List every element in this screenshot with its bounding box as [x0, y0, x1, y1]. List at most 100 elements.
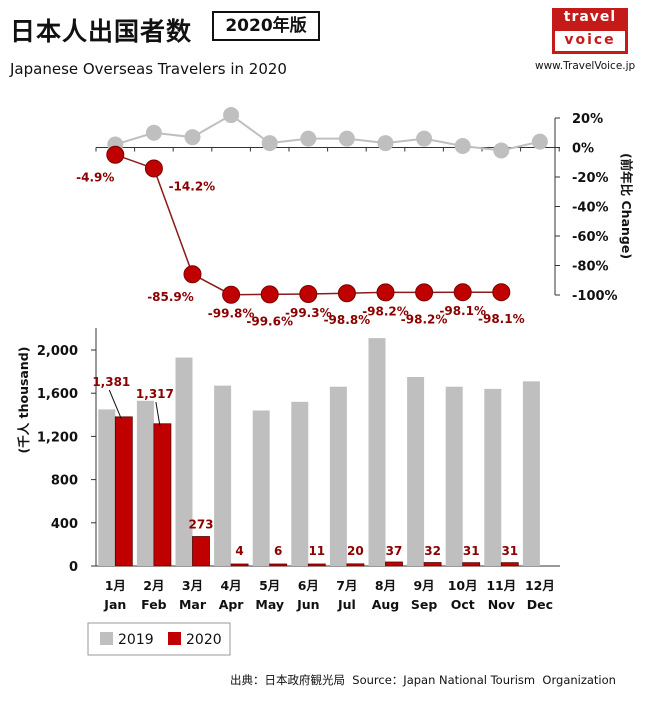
- x-category-jp: 7月: [336, 578, 357, 593]
- marker-2020: [260, 285, 279, 304]
- page-title: 日本人出国者数: [10, 17, 193, 46]
- x-category-jp: 9月: [413, 578, 434, 593]
- line-data-label: -99.6%: [246, 314, 293, 328]
- x-category-en: Mar: [179, 597, 207, 612]
- line-data-label: -14.2%: [169, 179, 216, 193]
- label-leader: [108, 389, 122, 420]
- bar-y-axis-label: (千人 thousand): [16, 347, 31, 454]
- legend-swatch-2019: [100, 632, 113, 645]
- line-data-label: -98.2%: [401, 312, 448, 326]
- legend-box: [87, 622, 231, 656]
- logo-bottom-text: voice: [564, 32, 616, 48]
- marker-2019: [493, 142, 510, 159]
- x-category-en: Apr: [219, 597, 245, 612]
- x-category-jp: 6月: [298, 578, 319, 593]
- line-data-label: -99.3%: [285, 306, 332, 320]
- bar-2019: [136, 400, 154, 566]
- x-category-jp: 4月: [220, 578, 241, 593]
- legend-label-2019: 2019: [118, 632, 154, 648]
- x-category-en: Jul: [337, 597, 356, 612]
- bar-data-label: 11: [308, 544, 325, 558]
- bar-data-label: 37: [386, 544, 403, 558]
- bar-2020: [462, 562, 481, 567]
- site-url[interactable]: www.TravelVoice.jp: [535, 60, 636, 72]
- line-y-tick-label: -60%: [572, 230, 609, 245]
- bar-2020: [346, 563, 365, 567]
- bar-data-label: 31: [463, 544, 480, 558]
- bar-2020: [192, 536, 210, 567]
- bar-y-tick-label: 400: [51, 517, 78, 532]
- year-badge: 2020年版: [212, 11, 320, 41]
- logo-top-text: travel: [563, 9, 617, 25]
- marker-2019: [454, 138, 471, 155]
- bar-2020: [307, 563, 326, 567]
- bar-2020: [385, 561, 403, 567]
- bar-data-label: 4: [235, 544, 243, 558]
- marker-2019: [184, 129, 201, 146]
- marker-2019: [416, 130, 433, 147]
- legend-swatch-2020: [168, 632, 181, 645]
- bar-data-label: 1,381: [92, 375, 130, 389]
- bar-2020: [114, 416, 133, 567]
- bar-2019: [175, 357, 193, 566]
- bar-data-label: 273: [188, 518, 213, 532]
- marker-2020: [376, 283, 395, 302]
- x-category-en: Dec: [527, 597, 553, 612]
- bar-data-label: 20: [347, 544, 364, 558]
- x-category-jp: 11月: [486, 578, 516, 593]
- line-y-tick-label: 20%: [572, 112, 603, 127]
- marker-2019: [531, 133, 548, 150]
- marker-2020: [453, 283, 472, 302]
- line-y-tick-label: -80%: [572, 260, 609, 275]
- bar-2019: [329, 386, 347, 566]
- line-data-label: -98.2%: [362, 304, 409, 318]
- travelvoice-logo[interactable]: travel voice: [552, 8, 628, 54]
- series-2020-line: [115, 154, 502, 296]
- bar-2019: [484, 388, 502, 566]
- x-category-en: Aug: [372, 597, 400, 612]
- bar-data-label: 1,317: [136, 387, 174, 401]
- line-data-label: -98.8%: [324, 313, 371, 327]
- marker-2019: [145, 124, 162, 141]
- line-y-tick-label: 0%: [572, 142, 594, 157]
- label-leader: [155, 401, 161, 426]
- marker-2020: [492, 283, 511, 302]
- x-category-jp: 10月: [448, 578, 478, 593]
- line-y-tick-label: -40%: [572, 201, 609, 216]
- bar-y-tick-label: 1,600: [37, 387, 78, 402]
- x-category-en: May: [255, 597, 284, 612]
- series-2019-line: [115, 113, 541, 152]
- marker-2019: [377, 135, 394, 152]
- line-y-tick-label: -100%: [572, 289, 618, 304]
- x-category-en: Oct: [451, 597, 475, 612]
- x-category-jp: 3月: [182, 578, 203, 593]
- logo-box: voice: [555, 31, 625, 51]
- marker-2020: [106, 145, 125, 164]
- x-category-jp: 12月: [525, 578, 555, 593]
- line-y-axis-label: (前年比 Change): [619, 153, 634, 259]
- marker-2020: [415, 283, 434, 302]
- marker-2020: [337, 284, 356, 303]
- bar-data-label: 32: [424, 544, 441, 558]
- legend-label-2020: 2020: [186, 632, 222, 648]
- bar-2020: [500, 562, 519, 567]
- x-category-jp: 1月: [105, 578, 126, 593]
- x-category-jp: 8月: [375, 578, 396, 593]
- line-data-label: -99.8%: [208, 307, 255, 321]
- line-data-label: -98.1%: [439, 304, 486, 318]
- line-data-label: -4.9%: [76, 171, 114, 185]
- x-category-en: Jan: [103, 597, 126, 612]
- x-category-en: Jun: [296, 597, 319, 612]
- bar-2019: [445, 386, 463, 566]
- bar-data-label: 31: [501, 544, 518, 558]
- source-credit: 出典：日本政府観光局 Source：Japan National Tourism…: [230, 673, 616, 687]
- marker-2019: [300, 130, 317, 147]
- subtitle: Japanese Overseas Travelers in 2020: [10, 60, 287, 78]
- bar-2020: [269, 563, 288, 567]
- bar-2019: [407, 377, 425, 566]
- bar-y-tick-label: 2,000: [37, 344, 78, 359]
- x-category-en: Sep: [411, 597, 437, 612]
- bar-2020: [230, 563, 249, 567]
- line-y-tick-label: -20%: [572, 171, 609, 186]
- marker-2019: [223, 107, 240, 124]
